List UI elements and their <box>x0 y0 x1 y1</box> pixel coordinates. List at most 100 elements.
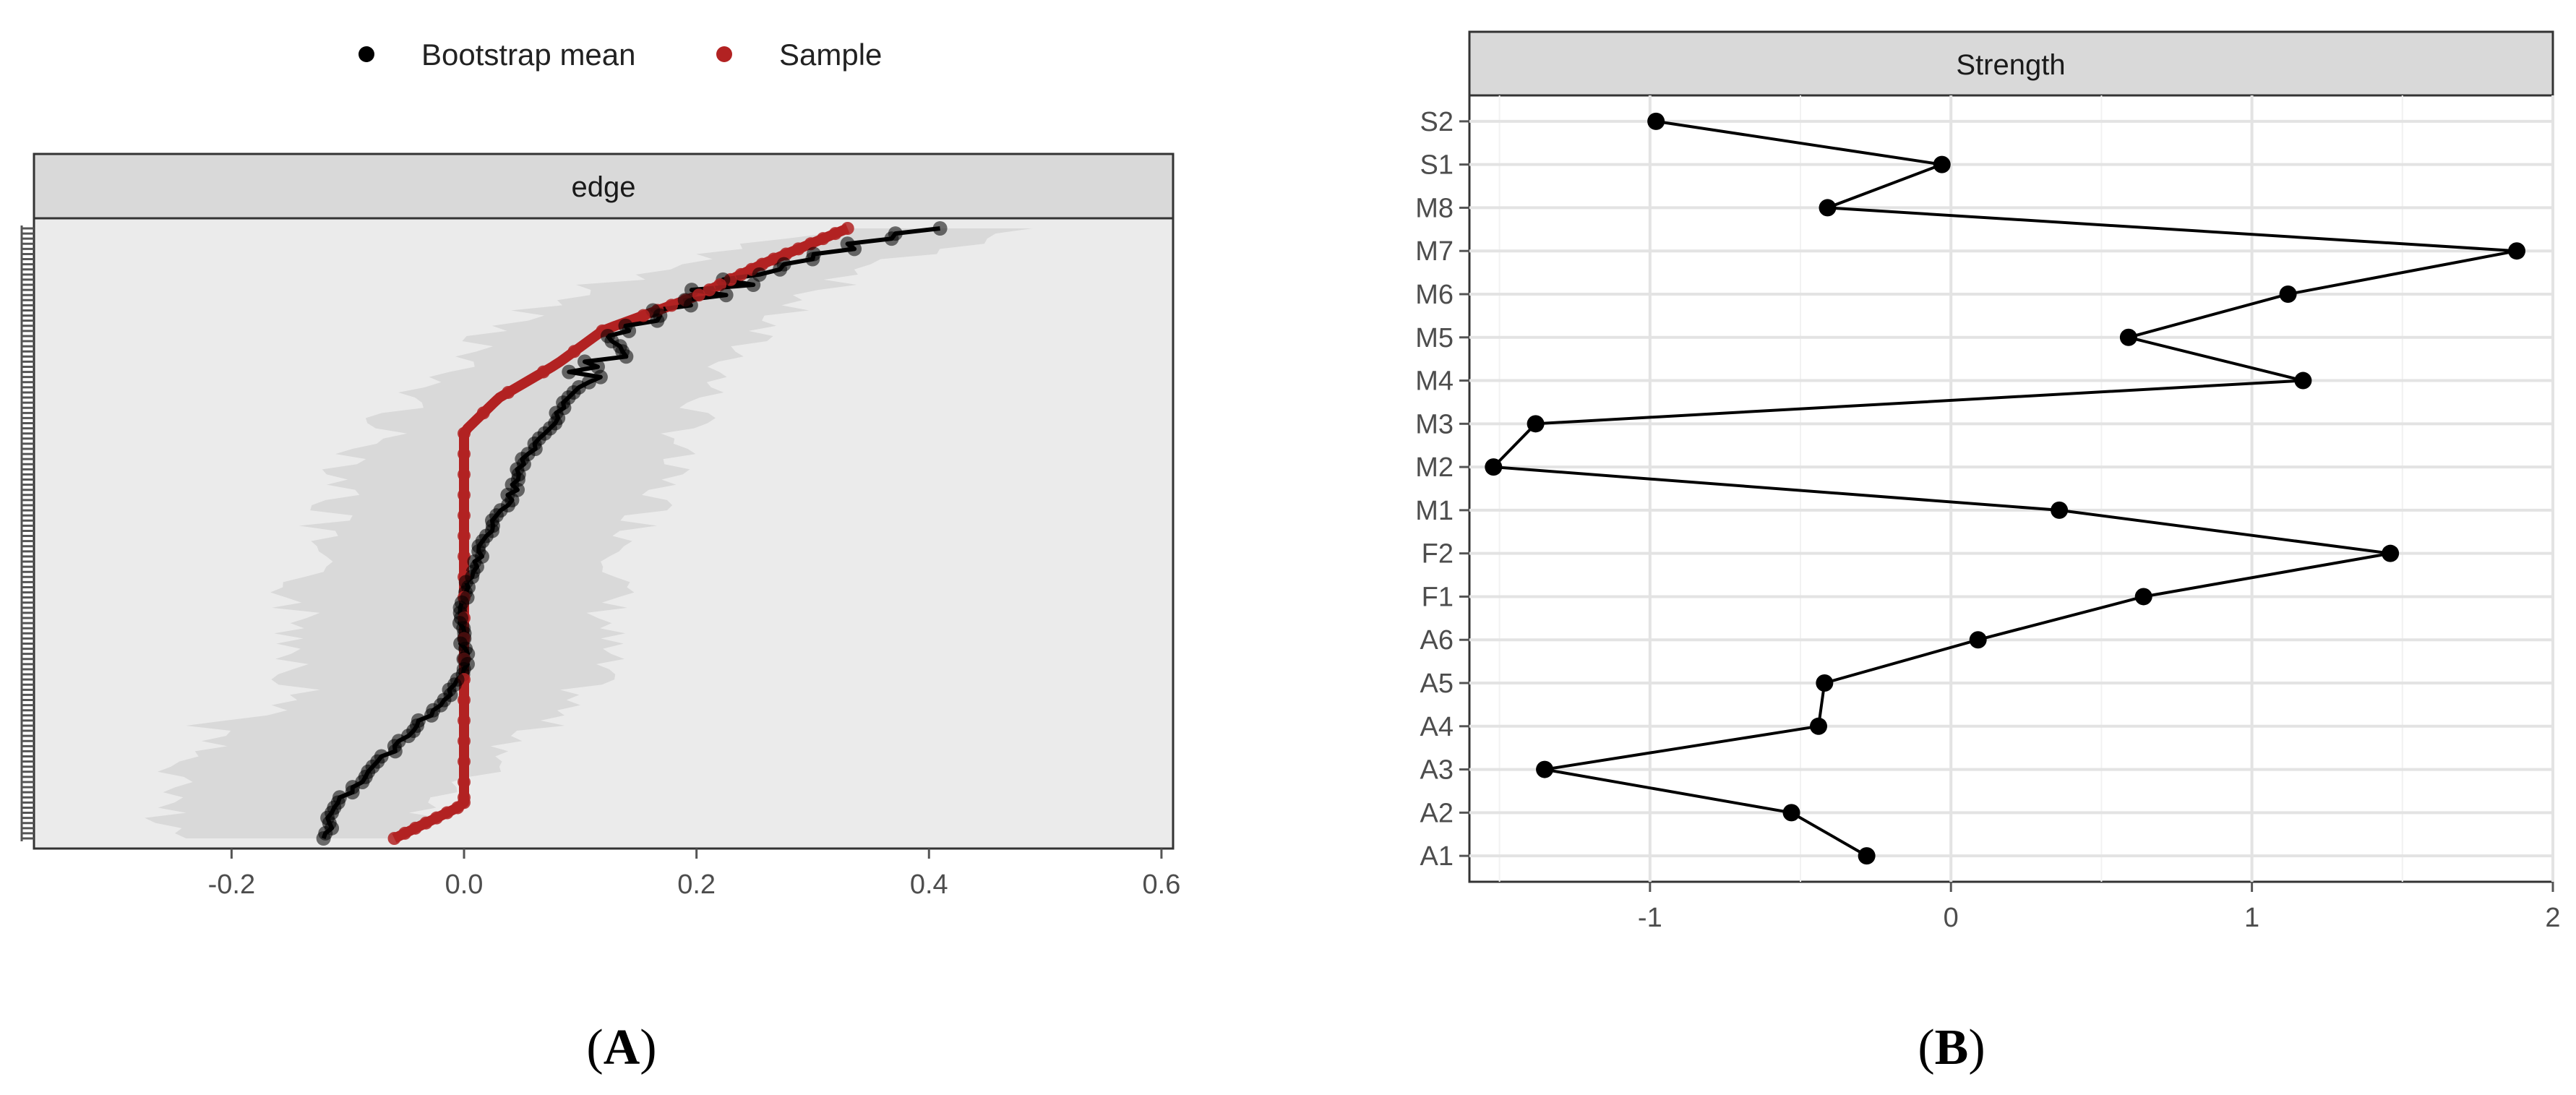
y-tick-label: M4 <box>1415 366 1454 397</box>
point-strength-m1 <box>2051 501 2069 519</box>
y-axis-b: A1 A2 A3 A4 A5 A6 F1 F2 M1 M2 M3 M4 M5 M6 M7 M8 S1 S2 <box>1415 107 1469 872</box>
series-line-strength <box>1490 119 2517 857</box>
point-sample <box>458 775 471 789</box>
point-sample <box>458 713 471 727</box>
panel-b-chart: Strength A1 A2 A3 A4 A5 A6 F1 F2 M1 M2 M3 M4 M5 M6 M7 M… <box>1415 30 2561 933</box>
point-sample <box>828 227 842 241</box>
point-strength-a6 <box>1969 631 1987 649</box>
point-sample <box>637 309 651 322</box>
series-layer-a <box>316 221 948 846</box>
y-axis-ticks-a <box>20 226 34 841</box>
y-tick-label: M2 <box>1415 452 1454 483</box>
strip-header-edge <box>33 153 1175 220</box>
x-tick-label: 0.0 <box>445 869 484 900</box>
point-bootstrap-mean <box>345 785 360 800</box>
y-tick-label: A3 <box>1420 755 1454 786</box>
y-tick-label: F2 <box>1422 539 1454 570</box>
point-bootstrap-mean <box>650 313 665 328</box>
plot-area-b <box>1468 94 2554 883</box>
y-tick-label: A1 <box>1420 841 1454 872</box>
point-sample <box>440 806 454 820</box>
point-bootstrap-mean <box>718 288 734 303</box>
point-sample <box>458 734 471 748</box>
point-bootstrap-mean <box>424 708 439 723</box>
point-sample <box>816 232 830 246</box>
point-bootstrap-mean <box>683 298 698 313</box>
point-bootstrap-mean <box>746 278 761 293</box>
point-bootstrap-mean <box>619 349 634 364</box>
strip-title-strength: Strength <box>1956 49 2065 81</box>
panel-label-b-letter: B <box>1935 1020 1969 1075</box>
point-sample <box>458 488 471 502</box>
point-strength-a1 <box>1858 847 1876 865</box>
point-sample <box>458 468 471 481</box>
point-sample <box>419 816 433 830</box>
point-sample <box>429 811 443 825</box>
point-sample <box>408 821 422 835</box>
point-sample <box>458 509 471 523</box>
x-tick-label: 2 <box>2545 903 2560 933</box>
y-tick-label: M7 <box>1415 236 1454 267</box>
panel-a-chart: Bootstrap mean Sample edge -0.2 0.0 0.2 0.4… <box>20 38 1181 900</box>
point-strength-a3 <box>1536 760 1554 778</box>
point-sample <box>536 365 550 379</box>
y-tick-label: M6 <box>1415 280 1454 310</box>
y-tick-label: A5 <box>1420 669 1454 699</box>
point-strength-m6 <box>2279 285 2297 303</box>
y-tick-label: M3 <box>1415 409 1454 439</box>
ci-band-area <box>145 228 1033 838</box>
x-tick-label: -0.2 <box>208 869 255 900</box>
point-strength-a5 <box>1816 674 1834 692</box>
strip-title-edge: edge <box>572 171 636 203</box>
ci-band <box>145 228 1033 838</box>
point-sample <box>398 826 412 840</box>
panel-label-a-letter: A <box>604 1020 640 1075</box>
point-sample <box>458 426 471 440</box>
y-tick-label: M8 <box>1415 193 1454 223</box>
point-bootstrap-mean <box>316 831 331 846</box>
y-tick-label: A4 <box>1420 712 1454 742</box>
y-tick-label: S1 <box>1420 150 1454 181</box>
point-sample <box>502 385 515 399</box>
legend-marker-sample <box>716 46 732 62</box>
x-tick-label: 0.6 <box>1143 869 1181 900</box>
grid-b <box>1469 95 2554 882</box>
point-bootstrap-mean <box>577 354 592 369</box>
point-bootstrap-mean <box>932 221 948 236</box>
x-tick-label: 0 <box>1944 903 1959 933</box>
y-tick-label: F1 <box>1422 582 1454 612</box>
point-strength-m3 <box>1527 415 1545 433</box>
point-sample <box>476 406 490 420</box>
point-sample <box>703 283 716 297</box>
point-strength-m4 <box>2294 372 2312 390</box>
point-strength-m7 <box>2508 242 2526 260</box>
legend-label-sample: Sample <box>779 38 882 72</box>
legend: Bootstrap mean Sample <box>359 38 882 72</box>
point-sample <box>458 693 471 707</box>
y-tick-label: M5 <box>1415 323 1454 353</box>
point-sample <box>734 267 748 281</box>
point-sample <box>567 345 581 358</box>
y-tick-label: A6 <box>1420 625 1454 656</box>
point-sample <box>665 299 679 312</box>
point-strength-m5 <box>2119 328 2137 346</box>
point-bootstrap-mean <box>847 241 862 257</box>
point-strength-m8 <box>1819 199 1837 217</box>
legend-label-bootstrap: Bootstrap mean <box>421 38 636 72</box>
point-sample <box>458 447 471 461</box>
x-tick-label: -1 <box>1638 903 1662 933</box>
point-sample <box>841 222 854 235</box>
point-sample <box>451 801 465 815</box>
point-sample <box>387 832 401 845</box>
point-bootstrap-mean <box>562 364 577 379</box>
y-tick-label: A2 <box>1420 798 1454 828</box>
x-tick-label: 0.4 <box>910 869 948 900</box>
point-bootstrap-mean <box>622 323 637 338</box>
point-strength-f1 <box>2134 588 2152 606</box>
point-bootstrap-mean <box>387 744 403 759</box>
y-tick-label: S2 <box>1420 107 1454 137</box>
point-bootstrap-mean <box>884 231 899 246</box>
y-tick-label: M1 <box>1415 496 1454 526</box>
x-axis-a: -0.2 0.0 0.2 0.4 0.6 <box>208 849 1181 900</box>
series-layer-b <box>1485 112 2526 865</box>
